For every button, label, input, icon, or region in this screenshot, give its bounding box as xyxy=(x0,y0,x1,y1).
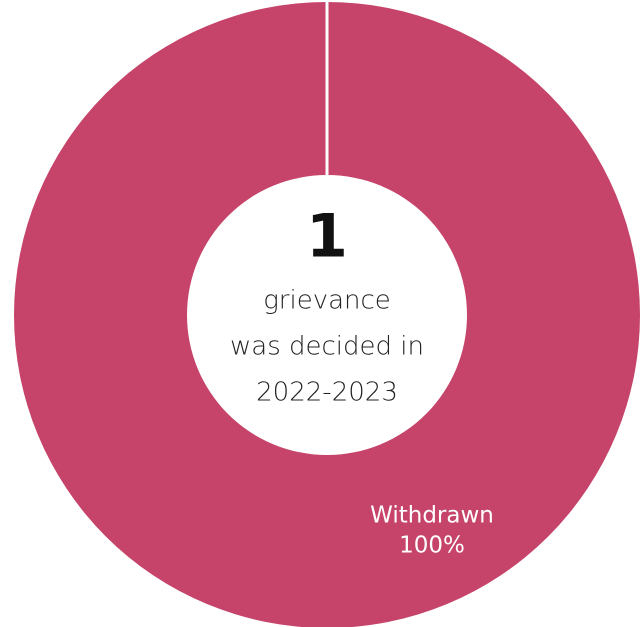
center-line: grievance xyxy=(263,286,391,316)
center-total: 1 xyxy=(306,202,348,272)
center-line: 2022-2023 xyxy=(256,378,398,408)
center-line: was decided in xyxy=(230,332,424,362)
donut-slice xyxy=(14,2,640,627)
slice-label: Withdrawn xyxy=(370,503,494,529)
slice-value-label: 100% xyxy=(399,533,465,559)
